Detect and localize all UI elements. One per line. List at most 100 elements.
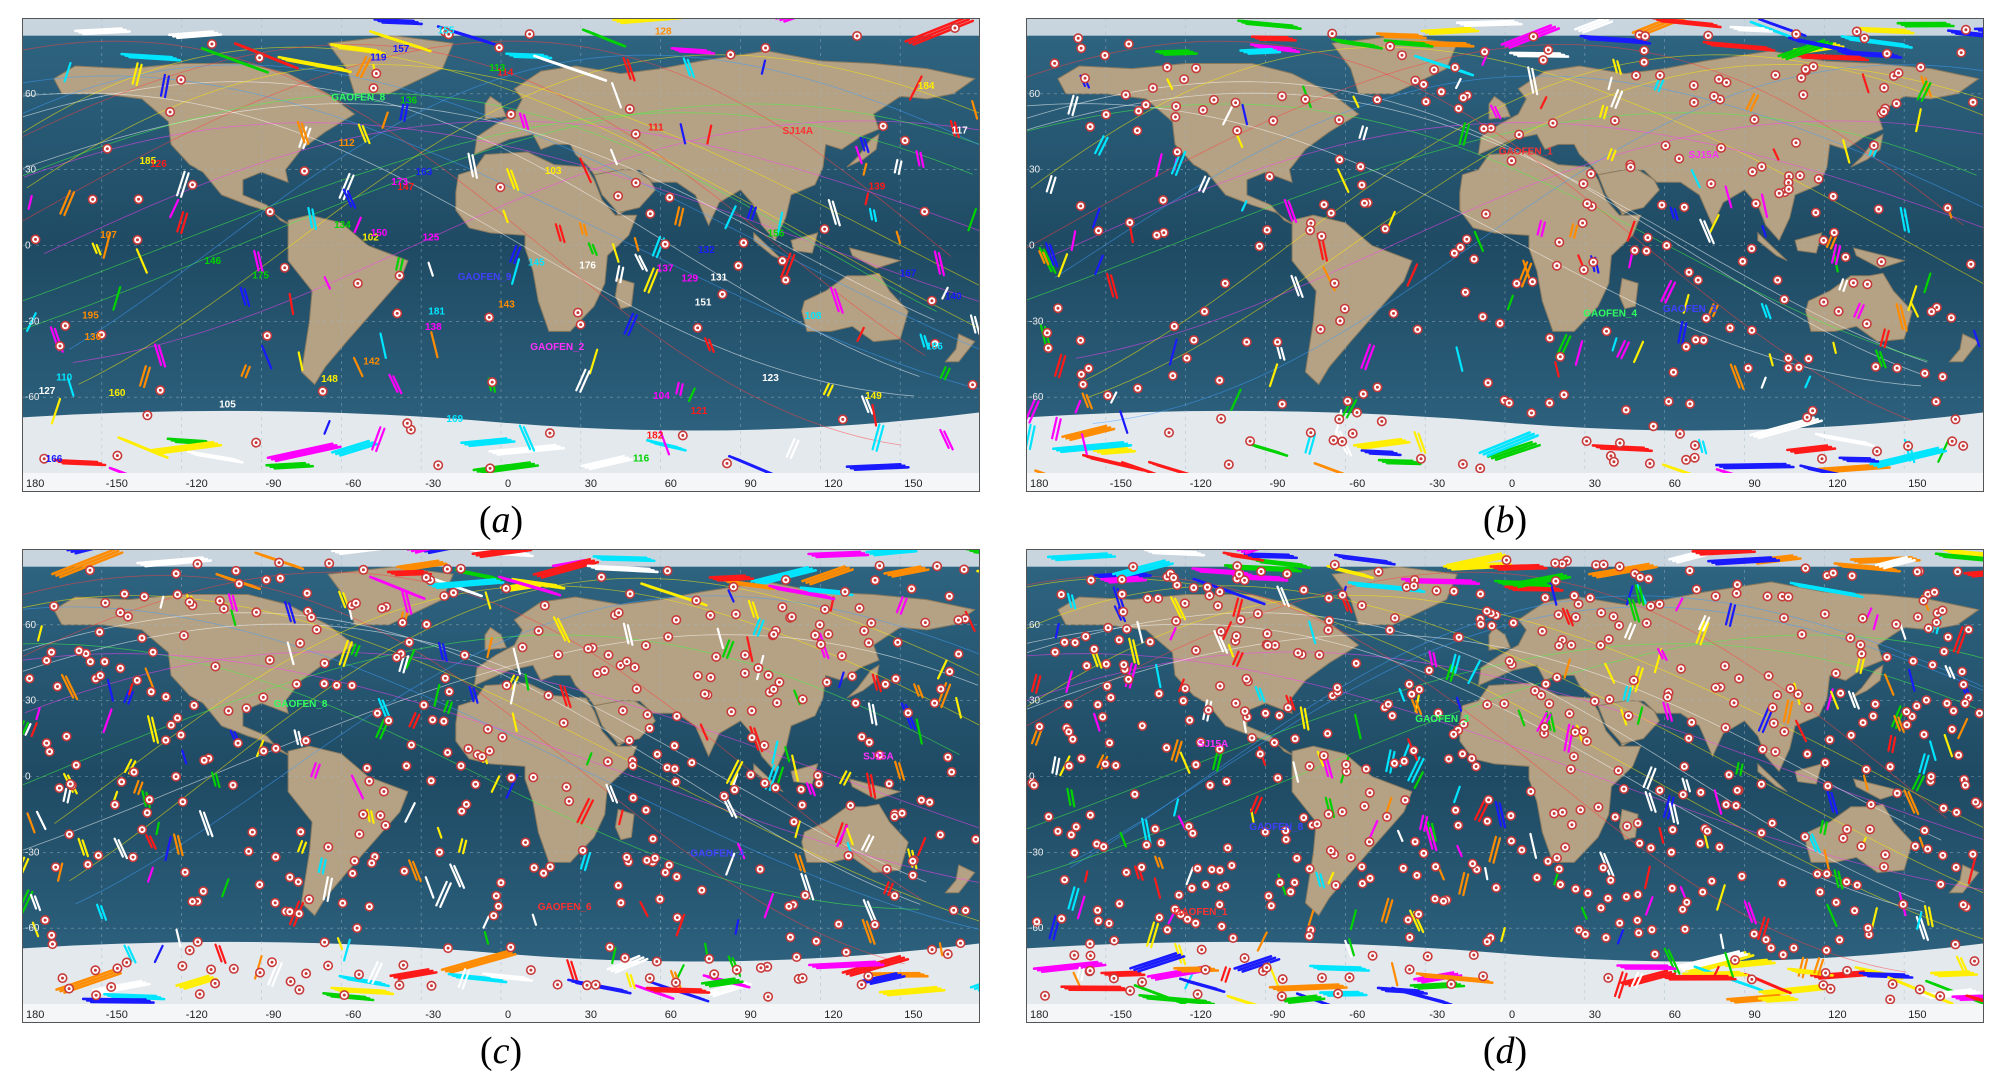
imaging-strip [1360, 343, 1372, 369]
imaging-strip [856, 326, 865, 343]
target-marker [87, 194, 98, 205]
imaging-strip [424, 876, 435, 899]
imaging-strip [1216, 749, 1224, 772]
imaging-strip [1071, 887, 1080, 911]
target-marker [837, 414, 848, 425]
target-marker [1859, 33, 1870, 44]
target-marker [1325, 845, 1336, 856]
imaging-strip [704, 337, 711, 352]
target-marker [1430, 861, 1441, 872]
target-marker [1564, 708, 1575, 719]
imaging-strip [1673, 208, 1679, 221]
target-marker [1929, 587, 1940, 598]
map-frame [1026, 549, 1984, 1023]
imaging-strip [1497, 566, 1548, 571]
target-marker [797, 694, 808, 705]
imaging-strip [895, 595, 904, 614]
target-marker [1404, 932, 1415, 943]
imaging-strip [1825, 234, 1833, 248]
imaging-strip [1498, 802, 1507, 829]
target-marker [366, 857, 377, 868]
imaging-strip [1070, 230, 1077, 252]
imaging-strip [156, 443, 223, 455]
target-marker [1553, 609, 1564, 620]
target-marker [1191, 63, 1202, 74]
imaging-strip [403, 98, 410, 123]
imaging-strip [875, 424, 885, 452]
target-marker [1263, 890, 1274, 901]
imaging-strip [1181, 969, 1220, 973]
target-marker [1461, 234, 1472, 245]
imaging-strip [1169, 627, 1177, 641]
imaging-strip [1307, 909, 1315, 927]
target-id-label: 131 [711, 273, 728, 284]
target-marker [946, 767, 957, 778]
target-marker [1663, 396, 1674, 407]
target-id-label: 113 [489, 63, 506, 74]
imaging-strip [435, 880, 448, 907]
target-id-label: 145 [528, 257, 545, 268]
imaging-strip [77, 837, 86, 856]
target-marker [770, 782, 781, 793]
imaging-strip [117, 839, 129, 860]
imaging-strip [883, 565, 922, 575]
target-marker [553, 649, 564, 660]
imaging-strip [1729, 25, 1766, 30]
target-marker [1364, 787, 1375, 798]
target-marker [1269, 737, 1280, 748]
imaging-strip [1749, 94, 1760, 112]
imaging-strip [1760, 376, 1767, 389]
imaging-strip [1500, 927, 1506, 943]
target-marker [1560, 842, 1571, 853]
imaging-strip [371, 962, 383, 985]
target-marker [881, 864, 892, 875]
target-marker [1431, 585, 1442, 596]
orbit-ground-track [22, 44, 926, 356]
imaging-strip [1232, 650, 1240, 666]
imaging-strip [1198, 175, 1207, 192]
target-marker [1919, 825, 1930, 836]
target-marker [821, 677, 832, 688]
imaging-strip [576, 797, 591, 824]
imaging-strip [1634, 667, 1644, 693]
target-marker [1841, 824, 1852, 835]
target-marker [704, 953, 715, 964]
target-marker [1429, 64, 1440, 75]
imaging-strip [400, 561, 444, 570]
imaging-strip [1408, 580, 1481, 586]
imaging-strip [1929, 970, 1971, 975]
target-marker [133, 194, 144, 205]
target-marker [1635, 572, 1646, 583]
target-marker [1277, 974, 1288, 985]
target-marker [1351, 407, 1362, 418]
imaging-strip [1245, 22, 1302, 30]
imaging-strip [1950, 551, 1984, 558]
imaging-strip [798, 854, 806, 873]
imaging-strip [1855, 656, 1861, 673]
target-marker [1864, 824, 1875, 835]
imaging-strip [1096, 754, 1105, 769]
target-marker [1601, 326, 1612, 337]
target-marker [771, 697, 782, 708]
target-marker [1328, 435, 1339, 446]
imaging-strip [1080, 968, 1085, 981]
target-marker [1644, 458, 1655, 469]
imaging-strip [939, 428, 950, 449]
orbit-ground-track [1026, 103, 1922, 387]
target-marker [719, 791, 730, 802]
target-marker [455, 563, 466, 574]
imaging-strip [1391, 42, 1434, 48]
target-marker [671, 871, 682, 882]
imaging-strip [412, 860, 422, 883]
target-marker [897, 808, 908, 819]
target-marker [575, 319, 586, 330]
target-marker [1580, 929, 1591, 940]
target-marker [1247, 733, 1258, 744]
imaging-strip [293, 729, 299, 746]
imaging-strip [871, 673, 879, 691]
target-marker [1089, 644, 1100, 655]
target-marker [1478, 971, 1489, 982]
target-marker [663, 631, 674, 642]
target-marker [1192, 989, 1203, 1000]
target-marker [1372, 382, 1383, 393]
